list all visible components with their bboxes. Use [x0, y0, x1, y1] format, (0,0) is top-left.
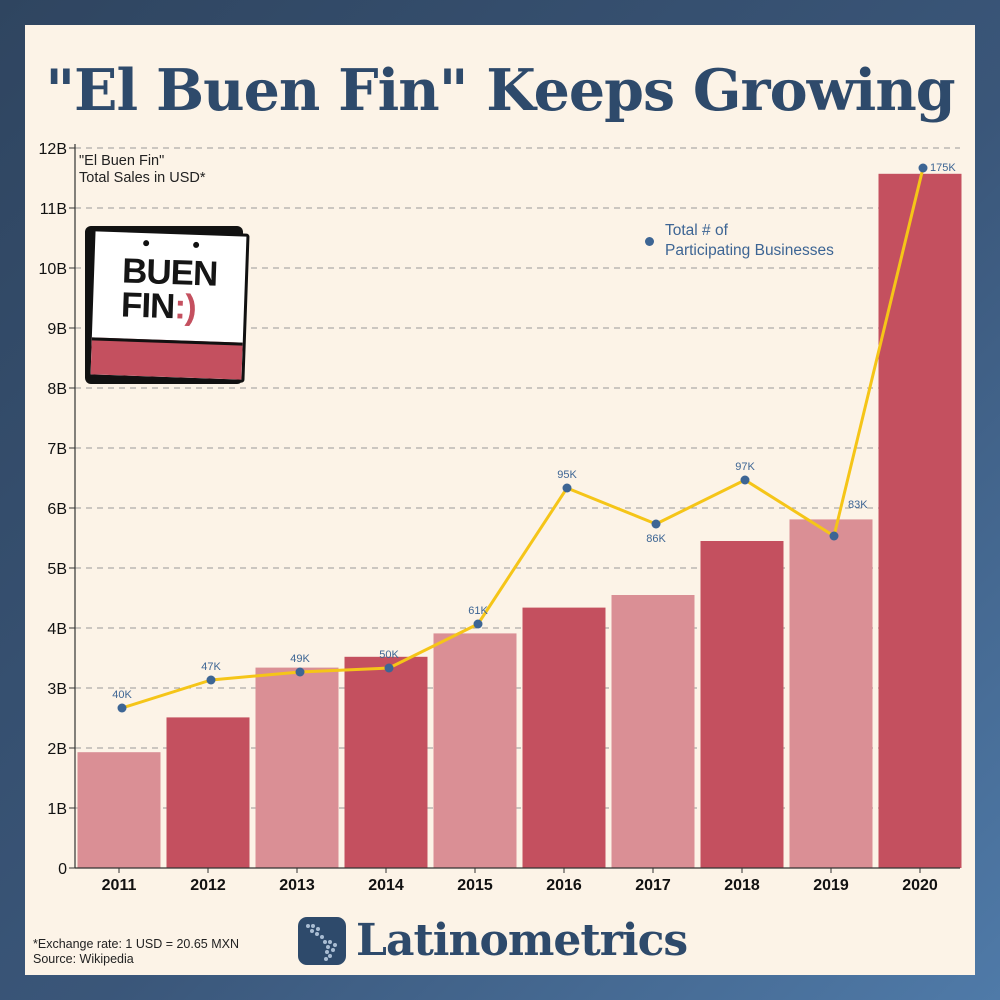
footnote-exchange-rate: *Exchange rate: 1 USD = 20.65 MXN	[33, 937, 240, 951]
bar-2016	[522, 607, 606, 868]
point-label-2013: 49K	[290, 653, 310, 665]
y-tick-label: 9B	[47, 321, 67, 338]
businesses-line	[121, 167, 925, 710]
legend-label-line-2: Participating Businesses	[665, 242, 834, 259]
point-2020	[918, 163, 928, 173]
point-2011	[117, 703, 127, 713]
x-tick-label-2015: 2015	[457, 877, 493, 894]
point-2015	[473, 619, 483, 629]
y-tick-label: 12B	[39, 141, 67, 158]
bar-2017	[611, 595, 695, 868]
bar-2013	[255, 667, 339, 868]
bar-2011	[77, 752, 161, 868]
buen-fin-logo: BUEN FIN:)	[85, 226, 250, 384]
legend-label-line-1: Total # of	[665, 222, 728, 239]
point-label-2016: 95K	[557, 469, 577, 481]
point-2019	[829, 531, 839, 541]
point-label-2017: 86K	[646, 533, 666, 545]
y-tick-label: 3B	[47, 681, 67, 698]
y-tick-label: 11B	[40, 201, 67, 218]
logo-line-2: FIN:)	[120, 285, 216, 327]
x-tick-label-2013: 2013	[279, 877, 315, 894]
point-2014	[384, 663, 394, 673]
y-tick-label: 6B	[47, 501, 67, 518]
point-label-2019: 83K	[848, 499, 868, 511]
sales-chart: 0 1B 2B 3B 4B 5B 6B 7B 8B 9B 10B 11B 12B 2011 2012 2013…	[39, 141, 962, 894]
axis-layer: 0 1B 2B 3B 4B 5B 6B 7B 8B 9B 10B 11B 12B 2011 2012 2013…	[39, 141, 960, 894]
bar-2014	[344, 656, 428, 868]
point-2017	[651, 519, 661, 529]
y-tick-label: 4B	[47, 621, 67, 638]
x-tick-label-2016: 2016	[546, 877, 582, 894]
infographic-card: "El Buen Fin" Keeps Growing 0 1B 2B 3B 4B 5B 6…	[25, 25, 975, 975]
footnote: *Exchange rate: 1 USD = 20.65 MXN Source…	[33, 937, 239, 967]
point-label-2014: 50K	[379, 649, 399, 661]
chart-title: "El Buen Fin" Keeps Growing	[45, 57, 955, 124]
point-2013	[295, 667, 305, 677]
bar-2018	[700, 541, 784, 868]
x-tick-label-2012: 2012	[190, 877, 226, 894]
brand-name: Latinometrics	[356, 915, 688, 966]
y-tick-label: 10B	[39, 261, 67, 278]
logo-pin-icon	[193, 241, 200, 249]
y-tick-label: 0	[58, 861, 67, 878]
bar-2012	[166, 717, 250, 868]
label-layer: 40K 47K 49K 50K 61K 95K 86K 97K 83K 175K	[112, 162, 956, 701]
y-axis-title: "El Buen Fin" Total Sales in USD*	[79, 153, 206, 187]
x-tick-label-2011: 2011	[102, 877, 137, 894]
legend-label: Total # of Participating Businesses	[665, 221, 834, 261]
bar-2020	[878, 173, 962, 869]
legend-dot-icon	[645, 236, 654, 246]
point-label-2011: 40K	[112, 689, 132, 701]
x-tick-label-2020: 2020	[902, 877, 938, 894]
businesses-line-layer	[117, 163, 928, 713]
y-tick-label: 1B	[47, 801, 67, 818]
point-2016	[562, 483, 572, 493]
x-tick-label-2017: 2017	[635, 877, 671, 894]
y-axis-title-line-1: "El Buen Fin"	[79, 153, 165, 169]
x-tick-label-2018: 2018	[724, 877, 760, 894]
y-axis-title-line-2: Total Sales in USD*	[79, 170, 206, 186]
footnote-source: Source: Wikipedia	[33, 952, 134, 966]
y-tick-label: 8B	[47, 381, 67, 398]
y-tick-label: 7B	[47, 441, 67, 458]
x-tick-label-2014: 2014	[368, 877, 404, 894]
bar-2015	[433, 633, 517, 868]
bar-layer	[77, 173, 962, 869]
bar-2019	[789, 519, 873, 868]
point-label-2018: 97K	[735, 461, 755, 473]
buen-fin-logo-card: BUEN FIN:)	[87, 228, 250, 383]
logo-pin-icon	[143, 240, 150, 247]
point-2012	[206, 675, 216, 685]
y-tick-label: 2B	[47, 741, 67, 758]
logo-wordmark: BUEN FIN:)	[120, 251, 218, 327]
point-label-2012: 47K	[201, 661, 221, 673]
latin-america-map-icon	[298, 916, 346, 965]
legend: Total # of Participating Businesses	[645, 221, 834, 261]
logo-stripe	[90, 337, 243, 380]
logo-smile: :)	[173, 287, 197, 327]
brand-logo: Latinometrics	[298, 915, 688, 966]
point-2018	[740, 475, 750, 485]
logo-line-2-text: FIN	[120, 285, 176, 327]
x-tick-label-2019: 2019	[813, 877, 849, 894]
point-label-2015: 61K	[468, 605, 488, 617]
y-tick-label: 5B	[47, 561, 67, 578]
point-label-2020: 175K	[930, 162, 956, 174]
